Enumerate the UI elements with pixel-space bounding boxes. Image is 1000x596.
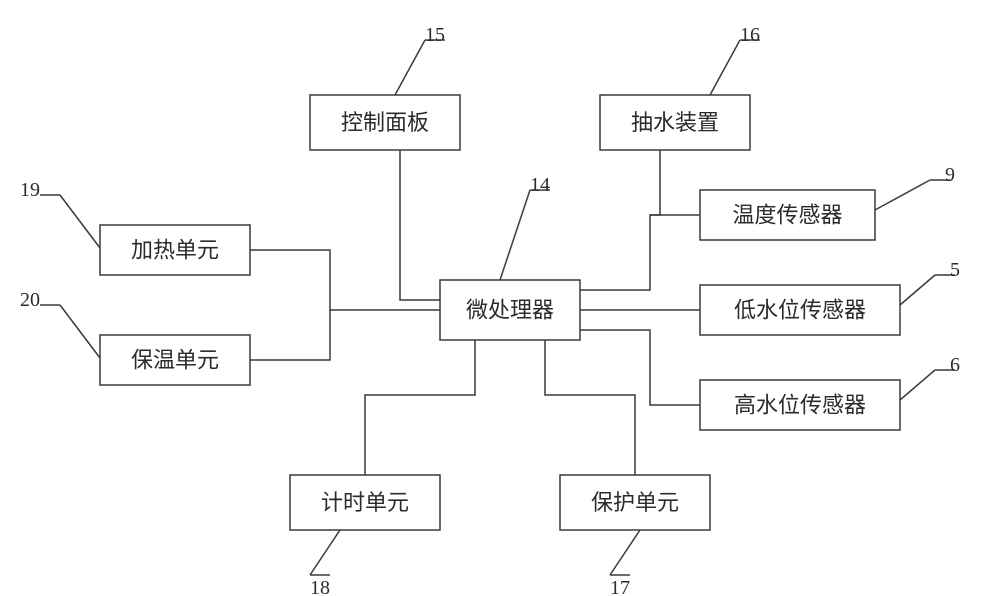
node-label-timer: 计时单元 [321,490,409,515]
callout-insulate: 20 [20,289,100,358]
node-label-tempSensor: 温度传感器 [732,203,842,228]
callout-number-panel: 15 [425,24,445,46]
edge-tempSensor [580,215,700,290]
callout-tempSensor: 9 [875,164,955,210]
edge-insulate [250,310,330,360]
edge-pump [650,150,660,215]
callout-number-heat: 19 [20,179,40,201]
node-heat: 加热单元 [100,225,250,275]
node-panel: 控制面板 [310,95,460,150]
node-label-highSensor: 高水位传感器 [734,393,866,418]
node-label-cpu: 微处理器 [466,298,554,323]
callout-number-protect: 17 [610,577,630,596]
callout-protect: 17 [610,530,640,596]
node-highSensor: 高水位传感器 [700,380,900,430]
callout-pump: 16 [710,24,760,95]
node-protect: 保护单元 [560,475,710,530]
callout-heat: 19 [20,179,100,248]
edge-highSensor [580,330,700,405]
callout-number-tempSensor: 9 [945,164,955,186]
callout-number-cpu: 14 [530,174,550,196]
node-cpu: 微处理器 [440,280,580,340]
node-label-heat: 加热单元 [131,238,219,263]
node-label-panel: 控制面板 [341,110,429,135]
callout-number-pump: 16 [740,24,760,46]
edge-panel [400,150,440,300]
callout-cpu: 14 [500,174,550,280]
edge-protect [545,340,635,475]
callout-lowSensor: 5 [900,259,960,305]
callout-number-insulate: 20 [20,289,40,311]
node-insulate: 保温单元 [100,335,250,385]
callout-number-timer: 18 [310,577,330,596]
callout-number-highSensor: 6 [950,354,960,376]
callout-number-lowSensor: 5 [950,259,960,281]
node-lowSensor: 低水位传感器 [700,285,900,335]
node-pump: 抽水装置 [600,95,750,150]
edge-timer [365,340,475,475]
callout-timer: 18 [310,530,340,596]
node-label-insulate: 保温单元 [131,348,219,373]
callout-panel: 15 [395,24,445,95]
node-tempSensor: 温度传感器 [700,190,875,240]
node-label-lowSensor: 低水位传感器 [734,298,866,323]
node-label-pump: 抽水装置 [631,110,719,135]
node-label-protect: 保护单元 [591,490,679,515]
callout-highSensor: 6 [900,354,960,400]
block-diagram: 微处理器 控制面板 抽水装置温度传感器低水位传感器高水位传感器 加热单元保温单元计时单… [0,0,1000,596]
edge-heat [250,250,440,310]
node-timer: 计时单元 [290,475,440,530]
